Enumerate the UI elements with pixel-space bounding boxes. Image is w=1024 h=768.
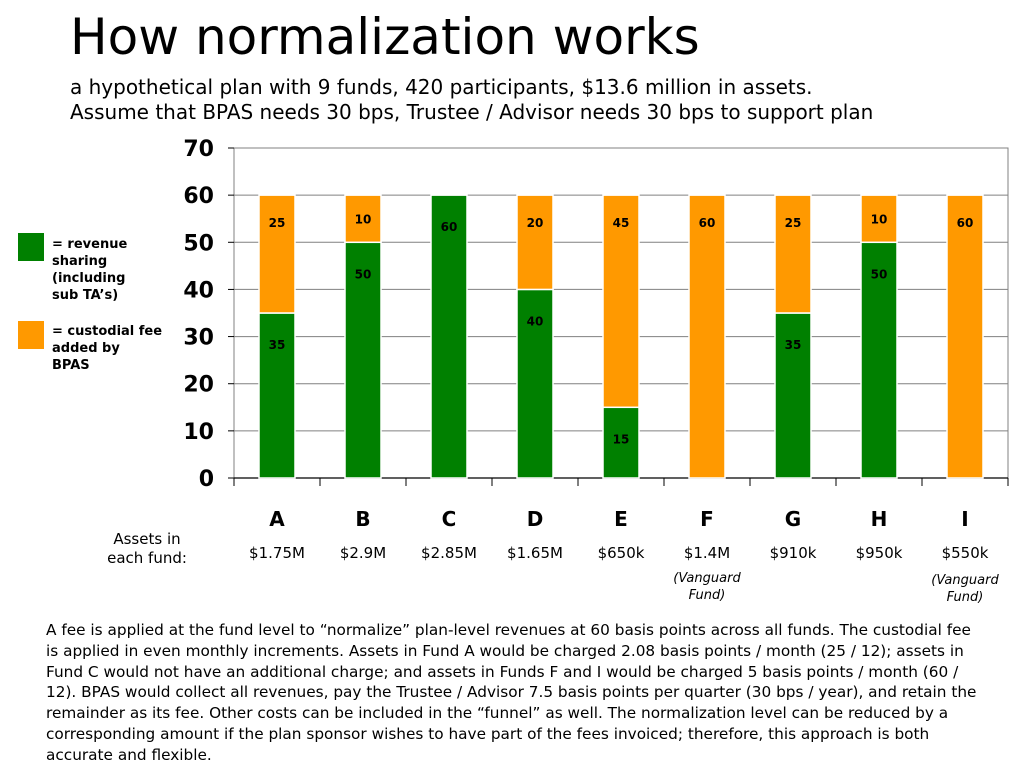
data-label: 20 bbox=[527, 216, 544, 230]
category-label: B bbox=[355, 507, 370, 531]
subtitle-line-1: a hypothetical plan with 9 funds, 420 pa… bbox=[70, 75, 813, 99]
data-label: 60 bbox=[957, 216, 974, 230]
data-label: 50 bbox=[871, 267, 888, 281]
data-label: 40 bbox=[527, 314, 544, 328]
y-tick-label: 0 bbox=[199, 467, 214, 492]
category-label: D bbox=[527, 507, 544, 531]
fund-note: (Vanguard Fund) bbox=[931, 573, 999, 605]
data-label: 35 bbox=[269, 338, 286, 352]
bar-segment bbox=[430, 194, 468, 479]
legend-swatch-revenue-sharing bbox=[18, 233, 44, 261]
bar-segment bbox=[860, 194, 898, 244]
bar-segment bbox=[688, 194, 726, 479]
bar-segment bbox=[344, 241, 382, 479]
y-tick-label: 40 bbox=[183, 278, 214, 303]
fund-assets-value: $1.75M bbox=[249, 544, 305, 562]
y-tick-label: 10 bbox=[183, 420, 214, 445]
fund-assets-value: $950k bbox=[856, 544, 903, 562]
fund-assets-value: $550k bbox=[942, 544, 989, 562]
bar-segment bbox=[602, 406, 640, 479]
bar-segment bbox=[774, 312, 812, 479]
bar-segment bbox=[516, 194, 554, 291]
legend-swatch-custodial-fee bbox=[18, 321, 44, 349]
explanation-paragraph: A fee is applied at the fund level to “n… bbox=[46, 621, 977, 764]
fund-assets-value: $2.85M bbox=[421, 544, 477, 562]
category-label: F bbox=[700, 507, 714, 531]
legend-label-custodial-fee: = custodial fee added by BPAS bbox=[52, 324, 163, 373]
y-tick-label: 30 bbox=[183, 326, 214, 351]
data-label: 35 bbox=[785, 338, 802, 352]
category-label: G bbox=[785, 507, 801, 531]
bar-segment bbox=[860, 241, 898, 479]
data-label: 10 bbox=[355, 213, 372, 227]
data-label: 60 bbox=[699, 216, 716, 230]
bar-segment bbox=[344, 194, 382, 244]
fund-assets-value: $650k bbox=[598, 544, 645, 562]
bar-segment bbox=[258, 194, 296, 314]
category-label: I bbox=[961, 507, 968, 531]
fund-assets-value: $2.9M bbox=[340, 544, 386, 562]
data-label: 10 bbox=[871, 213, 888, 227]
assets-label: Assets in each fund: bbox=[107, 530, 187, 567]
fund-assets-value: $1.4M bbox=[684, 544, 730, 562]
subtitle-line-2: Assume that BPAS needs 30 bps, Trustee /… bbox=[70, 100, 874, 124]
y-tick-label: 20 bbox=[183, 373, 214, 398]
page-title: How normalization works bbox=[70, 8, 700, 66]
data-label: 50 bbox=[355, 267, 372, 281]
data-label: 25 bbox=[269, 216, 286, 230]
bar-segment bbox=[516, 288, 554, 479]
category-label: C bbox=[442, 507, 457, 531]
stacked-bar-chart: 0 10 20 30 40 50 60 70 35 25 A $1.75M 50 10 B $2.9M 60 C $… bbox=[183, 137, 1009, 562]
data-label: 60 bbox=[441, 220, 458, 234]
category-label: A bbox=[269, 507, 285, 531]
fund-note: (Vanguard Fund) bbox=[673, 571, 741, 603]
fund-assets-value: $910k bbox=[770, 544, 817, 562]
bar-segment bbox=[946, 194, 984, 479]
bar-segment bbox=[774, 194, 812, 314]
y-tick-label: 50 bbox=[183, 231, 214, 256]
data-label: 15 bbox=[613, 432, 630, 446]
y-tick-label: 70 bbox=[183, 137, 214, 162]
category-label: H bbox=[871, 507, 888, 531]
bar-segment bbox=[258, 312, 296, 479]
data-label: 45 bbox=[613, 216, 630, 230]
legend-label-revenue-sharing: = revenue sharing (including sub TA’s) bbox=[52, 237, 128, 303]
y-tick-label: 60 bbox=[183, 184, 214, 209]
category-label: E bbox=[614, 507, 628, 531]
fund-assets-value: $1.65M bbox=[507, 544, 563, 562]
data-label: 25 bbox=[785, 216, 802, 230]
bar-segment bbox=[602, 194, 640, 409]
